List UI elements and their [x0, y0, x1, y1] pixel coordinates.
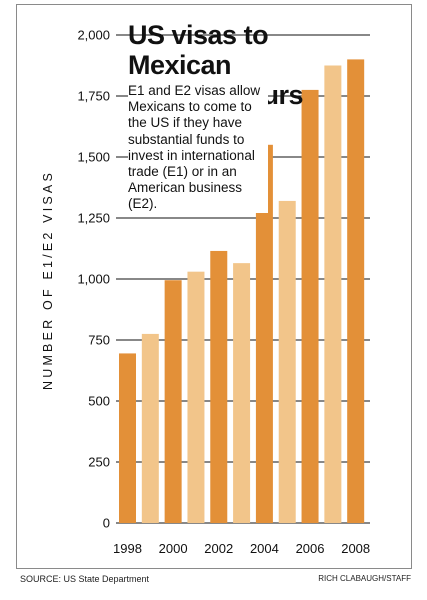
x-tick-label: 2000 [159, 541, 188, 556]
y-tick-label: 2,000 [77, 28, 110, 43]
x-tick-label: 1998 [113, 541, 142, 556]
bar-1999 [141, 333, 159, 523]
x-tick-label: 2004 [250, 541, 279, 556]
bar-2001 [187, 271, 205, 523]
y-axis-label: NUMBER OF E1/E2 VISAS [41, 169, 55, 391]
bar-2007 [324, 65, 342, 523]
x-tick-label: 2006 [296, 541, 325, 556]
y-tick-label: 1,750 [77, 89, 110, 104]
x-tick-label: 2002 [204, 541, 233, 556]
source-note: SOURCE: US State Department [20, 574, 150, 584]
credit-note: RICH CLABAUGH/STAFF [318, 574, 411, 583]
bar-2005 [278, 200, 296, 524]
bar-2006 [301, 89, 319, 524]
y-tick-label: 0 [103, 516, 110, 531]
y-tick-label: 1,250 [77, 211, 110, 226]
y-tick-label: 500 [88, 394, 110, 409]
x-tick-label: 2008 [341, 541, 370, 556]
bar-2000 [164, 280, 182, 523]
y-tick-label: 1,000 [77, 272, 110, 287]
chart-frame [16, 4, 412, 569]
chart-description: E1 and E2 visas allow Mexicans to come t… [128, 83, 268, 213]
y-tick-label: 250 [88, 455, 110, 470]
y-tick-label: 750 [88, 333, 110, 348]
bar-2002 [210, 250, 228, 523]
y-tick-label: 1,500 [77, 150, 110, 165]
bar-2004 [255, 144, 273, 524]
bar-2003 [233, 263, 251, 523]
bar-2008 [347, 59, 365, 524]
bar-1998 [119, 353, 136, 523]
